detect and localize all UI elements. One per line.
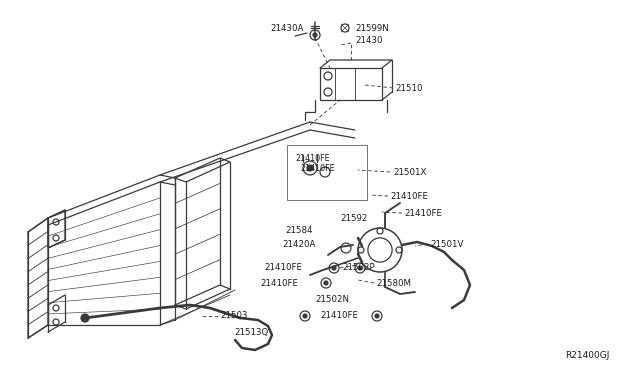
Text: 21513Q: 21513Q	[234, 328, 268, 337]
Text: 21599N: 21599N	[355, 23, 388, 32]
Text: 21501X: 21501X	[393, 167, 426, 176]
Text: 21501V: 21501V	[430, 240, 463, 248]
Circle shape	[303, 314, 307, 318]
Text: 21420A: 21420A	[282, 240, 316, 248]
Text: R21400GJ: R21400GJ	[565, 350, 609, 359]
Text: 21510: 21510	[395, 83, 422, 93]
Text: 21592: 21592	[340, 214, 367, 222]
Text: 21502N: 21502N	[315, 295, 349, 305]
Text: 21430: 21430	[355, 35, 383, 45]
Text: 21410FE: 21410FE	[260, 279, 298, 288]
Text: 21503: 21503	[220, 311, 248, 321]
Circle shape	[324, 281, 328, 285]
Text: 21410FE: 21410FE	[404, 208, 442, 218]
Text: 21410FE: 21410FE	[390, 192, 428, 201]
Bar	[287, 145, 367, 200]
Bar	[320, 68, 382, 100]
Circle shape	[307, 165, 313, 171]
Text: 21410FE: 21410FE	[264, 263, 302, 273]
Text: 21410FE: 21410FE	[320, 311, 358, 321]
Text: 21410FE: 21410FE	[300, 164, 335, 173]
Circle shape	[313, 33, 317, 37]
Circle shape	[332, 266, 336, 270]
Text: 21430A: 21430A	[270, 23, 303, 32]
Text: 21502P: 21502P	[342, 263, 374, 273]
Circle shape	[81, 314, 89, 322]
Text: 21410FE: 21410FE	[295, 154, 330, 163]
Circle shape	[358, 266, 362, 270]
Text: 21580M: 21580M	[376, 279, 411, 288]
Circle shape	[375, 314, 379, 318]
Text: 21584: 21584	[285, 225, 312, 234]
